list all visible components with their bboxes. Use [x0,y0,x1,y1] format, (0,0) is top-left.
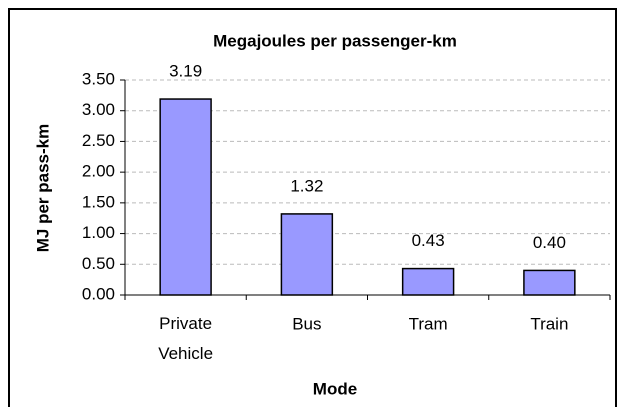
bar [280,213,334,296]
y-tick-label: 1.50 [82,192,115,211]
y-axis-title: MJ per pass-km [33,124,52,253]
y-tick-label: 2.50 [82,131,115,150]
y-tick-label: 0.50 [82,254,115,273]
x-tick-label: Tram [409,314,448,333]
data-label: 1.32 [290,176,323,195]
y-tick-label: 2.00 [82,162,115,181]
data-label: 3.19 [169,62,202,81]
data-label: 0.43 [412,231,445,250]
bar [523,269,576,296]
data-label: 0.40 [533,233,566,252]
y-tick-label: 0.00 [82,284,115,303]
x-tick-label: Bus [292,314,321,333]
y-tick-label: 3.00 [82,100,115,119]
chart-title: Megajoules per passenger-km [213,31,457,50]
bar [159,98,212,296]
y-tick-label: 3.50 [82,69,115,88]
bar [401,267,455,296]
x-tick-label: Private Vehicle [158,314,213,363]
x-axis-title: Mode [313,379,357,398]
chart-frame [8,8,617,407]
y-tick-label: 1.00 [82,223,115,242]
x-tick-label: Train [530,314,568,333]
